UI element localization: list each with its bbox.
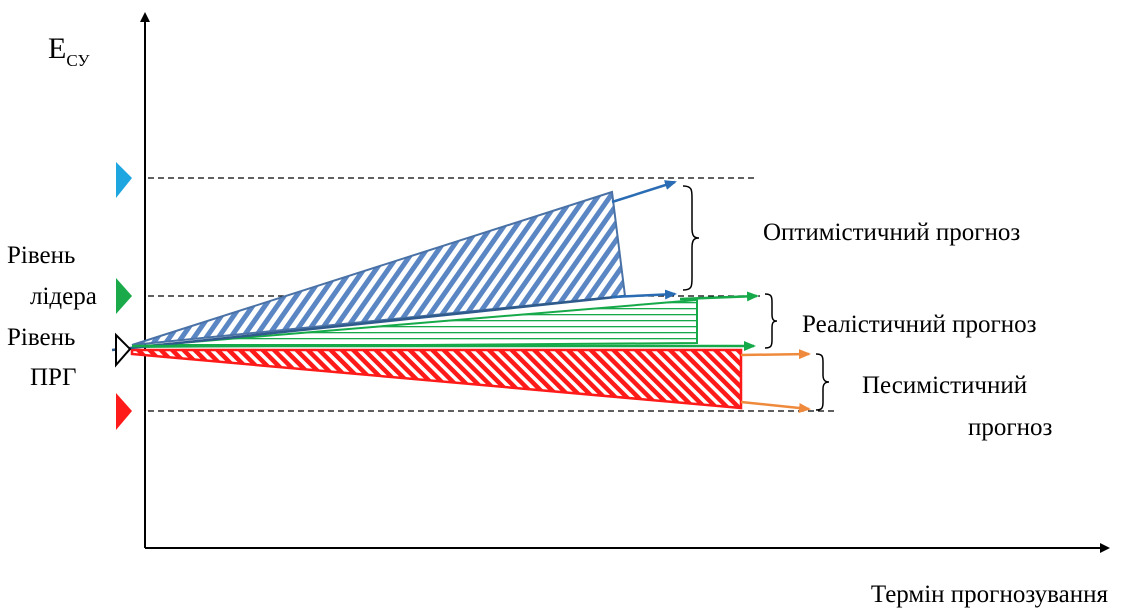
optimistic-level-marker-icon — [116, 162, 132, 198]
realistic-upper-arrow — [679, 291, 759, 302]
optimistic-forecast-label: Оптимістичний прогноз — [763, 219, 1020, 246]
pessimistic-wedge — [130, 348, 743, 410]
leader-level-label-line2: лідера — [30, 283, 97, 310]
prg-level-marker-icon — [115, 332, 132, 368]
pessimistic-forecast-label-line1: Песимістичний — [862, 372, 1027, 399]
leader-level-marker-icon — [116, 278, 132, 314]
x-axis-label: Термін прогнозування — [871, 581, 1109, 608]
leader-level-label-line1: Рівень — [7, 242, 75, 269]
optimistic-upper-arrow — [611, 180, 677, 204]
pessimistic-lower-arrow — [740, 400, 811, 413]
y-axis-label: EСУ — [48, 32, 90, 70]
realistic-brace — [764, 293, 778, 349]
pessimistic-level-marker-icon — [116, 393, 132, 430]
prg-level-label-line2: ПРГ — [30, 364, 76, 391]
pessimistic-forecast-label-line2: прогноз — [968, 414, 1053, 441]
optimistic-brace — [682, 185, 700, 291]
realistic-forecast-label: Реалістичний прогноз — [802, 311, 1037, 338]
optimistic-wedge — [131, 190, 627, 346]
pessimistic-brace — [815, 353, 830, 411]
prg-level-label-line1: Рівень — [7, 324, 75, 351]
y-axis-label-sub: СУ — [66, 51, 90, 70]
y-axis-label-main: E — [48, 32, 66, 65]
pessimistic-upper-arrow — [740, 349, 811, 360]
optimistic-lower-arrow — [611, 289, 677, 300]
optimistic-base-line — [111, 294, 626, 352]
